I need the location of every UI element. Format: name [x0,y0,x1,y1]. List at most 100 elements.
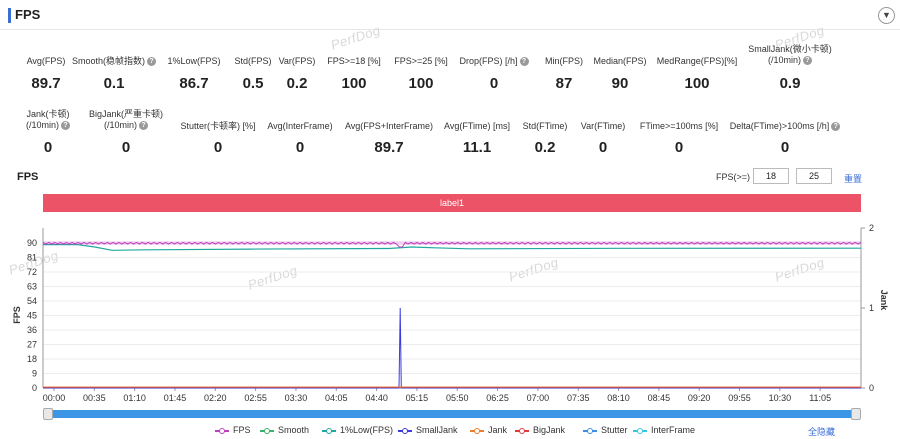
help-icon[interactable]: ? [139,121,148,131]
legend-item-smalljank[interactable]: SmallJank [398,425,458,435]
help-icon[interactable]: ? [831,122,841,132]
help-icon[interactable]: ? [147,57,156,67]
legend-label: SmallJank [416,425,458,435]
legend-label: Stutter [601,425,628,435]
metric-label: 1%Low(FPS) [134,56,254,67]
metric-metrics_row2-6: Std(FTime) 0.2 [485,121,605,156]
x-tick-label: 04:05 [325,393,348,403]
legend-item-1-low-fps-[interactable]: 1%Low(FPS) [322,425,393,435]
y2-tick-label: 1 [869,303,874,313]
metric-metrics_row1-2: 1%Low(FPS) 86.7 [134,56,254,92]
legend-swatch-icon [583,427,597,435]
metric-label: Median(FPS) [560,56,680,67]
slider-handle-left[interactable] [43,408,53,420]
metric-value: 89.7 [31,75,61,92]
x-tick-label: 09:20 [688,393,711,403]
x-tick-label: 05:50 [446,393,469,403]
metric-label: Smooth(稳帧指数)? [54,56,174,67]
metric-label: MedRange(FPS)[%] [637,56,757,67]
chevron-down-icon[interactable]: ▼ [878,7,895,24]
y2-tick-label: 0 [869,383,874,393]
y-tick-label: 81 [27,253,37,263]
metric-label-text: Stutter(卡顿率) [%] [180,121,256,131]
x-tick-label: 07:00 [527,393,550,403]
metric-metrics_row2-5: Avg(FTime) [ms] 11.1 [417,121,537,156]
y-tick-label: 63 [27,282,37,292]
metric-label-unit-text: (/10min) [25,120,59,130]
section-accent-bar [8,8,11,23]
y-axis-title: FPS [12,306,22,324]
metric-metrics_row2-8: FTime>=100ms [%] 0 [619,121,739,156]
metric-label: Avg(FTime) [ms] [417,121,537,132]
legend-swatch-icon [215,427,229,435]
help-icon[interactable]: ? [519,57,529,67]
metric-value: 0 [674,139,684,156]
metric-label-text: MedRange(FPS)[%] [656,56,738,66]
metric-label-text: Var(FTime) [580,121,626,131]
metric-value: 0 [213,139,223,156]
metric-label-unit: (/10min)? [66,120,186,131]
metric-metrics_row1-11: SmallJank(微小卡顿) (/10min)? 0.9 [730,44,850,92]
y-tick-label: 27 [27,340,37,350]
metric-value: 11.1 [462,139,492,156]
metric-metrics_row2-2: Stutter(卡顿率) [%] 0 [158,121,278,156]
legend-label: 1%Low(FPS) [340,425,394,435]
metric-label: Avg(FPS+InterFrame) [329,121,449,132]
metric-metrics_row1-8: Min(FPS) 87 [504,56,624,92]
metric-label: FPS>=18 [%] [294,56,414,67]
slider-handle-right[interactable] [851,408,861,420]
time-range-slider[interactable] [43,408,861,420]
metric-label: Delta(FTime)>100ms [/h]? [725,121,845,132]
legend-item-smooth[interactable]: Smooth [260,425,309,435]
metric-label-text: Smooth(稳帧指数) [71,56,145,66]
metric-label: Avg(FPS) [0,56,106,67]
slider-track[interactable] [51,410,853,418]
metric-metrics_row1-0: Avg(FPS) 89.7 [0,56,106,92]
metric-label-text: Avg(FPS+InterFrame) [344,121,434,131]
x-tick-label: 03:30 [285,393,308,403]
metric-label-text: Avg(FPS) [26,56,66,66]
threshold-input-2[interactable] [796,168,832,184]
series-line-smalljank [43,307,861,389]
metric-label: Drop(FPS) [/h]? [434,56,554,67]
reset-button[interactable]: 重置 [844,174,863,184]
y-tick-label: 54 [27,296,37,306]
metric-label: FTime>=100ms [%] [619,121,739,132]
x-tick-label: 11:05 [809,393,831,403]
metric-label-text: FTime>=100ms [%] [639,121,719,131]
metric-label: Var(FTime) [543,121,663,132]
series-line-fps [42,241,862,248]
y-tick-label: 18 [27,354,37,364]
legend-item-interframe[interactable]: InterFrame [633,425,695,435]
metric-value: 0.5 [242,75,264,92]
metric-value: 0 [295,139,305,156]
metric-value: 0 [43,139,53,156]
legend-item-fps[interactable]: FPS [215,425,251,435]
section-header: FPS ▼ [0,0,900,30]
y2-tick-label: 2 [869,223,874,233]
x-tick-label: 04:40 [365,393,388,403]
metric-label-unit-text: (/10min) [103,120,137,130]
metric-label-text: FPS>=18 [%] [327,56,381,66]
help-icon[interactable]: ? [61,121,70,131]
legend-item-bigjank[interactable]: BigJank [515,425,565,435]
label-band[interactable]: label1 [43,194,861,212]
threshold-input-1[interactable] [753,168,789,184]
metric-label-unit: (/10min)? [730,55,850,66]
metric-metrics_row1-3: Std(FPS) 0.5 [193,56,313,92]
metric-label-text: Avg(FTime) [ms] [443,121,510,131]
metric-metrics_row1-4: Var(FPS) 0.2 [237,56,357,92]
y-tick-label: 0 [32,383,37,393]
metric-value: 100 [408,75,434,92]
metric-value: 0.1 [103,75,125,92]
legend-item-stutter[interactable]: Stutter [583,425,628,435]
series-line-1-low [43,244,862,251]
x-tick-label: 09:55 [728,393,751,403]
legend-swatch-icon [260,427,274,435]
metric-label-text: Avg(InterFrame) [267,121,333,131]
help-icon[interactable]: ? [803,56,812,66]
hide-all-button[interactable]: 全隐藏 [808,427,836,437]
metric-value: 100 [684,75,710,92]
legend-item-jank[interactable]: Jank [470,425,507,435]
x-tick-label: 07:35 [567,393,590,403]
